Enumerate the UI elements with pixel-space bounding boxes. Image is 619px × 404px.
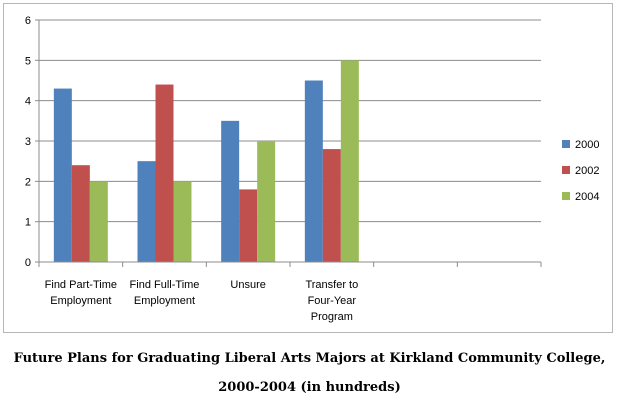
y-tick-label: 5 <box>25 55 31 67</box>
bar-2000-0 <box>53 88 72 262</box>
bar-2002-1 <box>155 84 174 263</box>
category-label: Employment <box>50 295 111 307</box>
category-label: Unsure <box>230 279 265 291</box>
bar-2004-0 <box>89 181 108 262</box>
legend-label-2000: 2000 <box>575 139 599 151</box>
y-tick-label: 0 <box>25 257 31 269</box>
chart-frame: 0 1 2 3 4 5 6 Find Part-Time Employment Find Ful… <box>3 3 613 333</box>
bar-2000-2 <box>221 120 240 262</box>
bar-2002-0 <box>71 165 90 262</box>
bar-2004-1 <box>173 181 192 262</box>
category-labels: Find Part-Time Employment Find Full-Time Em… <box>45 279 359 323</box>
category-label: Transfer to <box>305 279 358 291</box>
legend-swatch-2004 <box>562 192 570 200</box>
legend: 2000 2002 2004 <box>562 139 599 203</box>
bars <box>53 60 359 263</box>
axes <box>35 19 542 267</box>
y-tick-label: 6 <box>25 15 31 27</box>
bar-2000-3 <box>304 80 323 262</box>
legend-label-2004: 2004 <box>575 191 599 203</box>
legend-label-2002: 2002 <box>575 165 599 177</box>
bar-2002-2 <box>239 189 258 262</box>
y-tick-label: 2 <box>25 176 31 188</box>
category-label: Employment <box>134 295 195 307</box>
bar-2002-3 <box>322 149 341 262</box>
category-label: Four-Year <box>308 295 357 307</box>
legend-swatch-2002 <box>562 166 570 174</box>
category-label: Find Full-Time <box>130 279 200 291</box>
category-label: Program <box>311 311 353 323</box>
y-tick-label: 3 <box>25 136 31 148</box>
chart-title: Future Plans for Graduating Liberal Arts… <box>0 344 619 402</box>
y-tick-label: 1 <box>25 217 31 229</box>
chart-title-line-1: Future Plans for Graduating Liberal Arts… <box>13 351 606 366</box>
y-tick-label: 4 <box>25 96 31 108</box>
category-label: Find Part-Time <box>45 279 117 291</box>
y-tick-labels: 0 1 2 3 4 5 6 <box>25 15 31 269</box>
bar-2000-1 <box>137 161 156 262</box>
bar-chart: 0 1 2 3 4 5 6 Find Part-Time Employment Find Ful… <box>25 15 600 323</box>
chart-title-line-2: 2000-2004 (in hundreds) <box>218 380 401 395</box>
bar-2004-2 <box>257 141 276 262</box>
gridlines <box>39 19 541 223</box>
bar-2004-3 <box>340 60 359 263</box>
legend-swatch-2000 <box>562 140 570 148</box>
